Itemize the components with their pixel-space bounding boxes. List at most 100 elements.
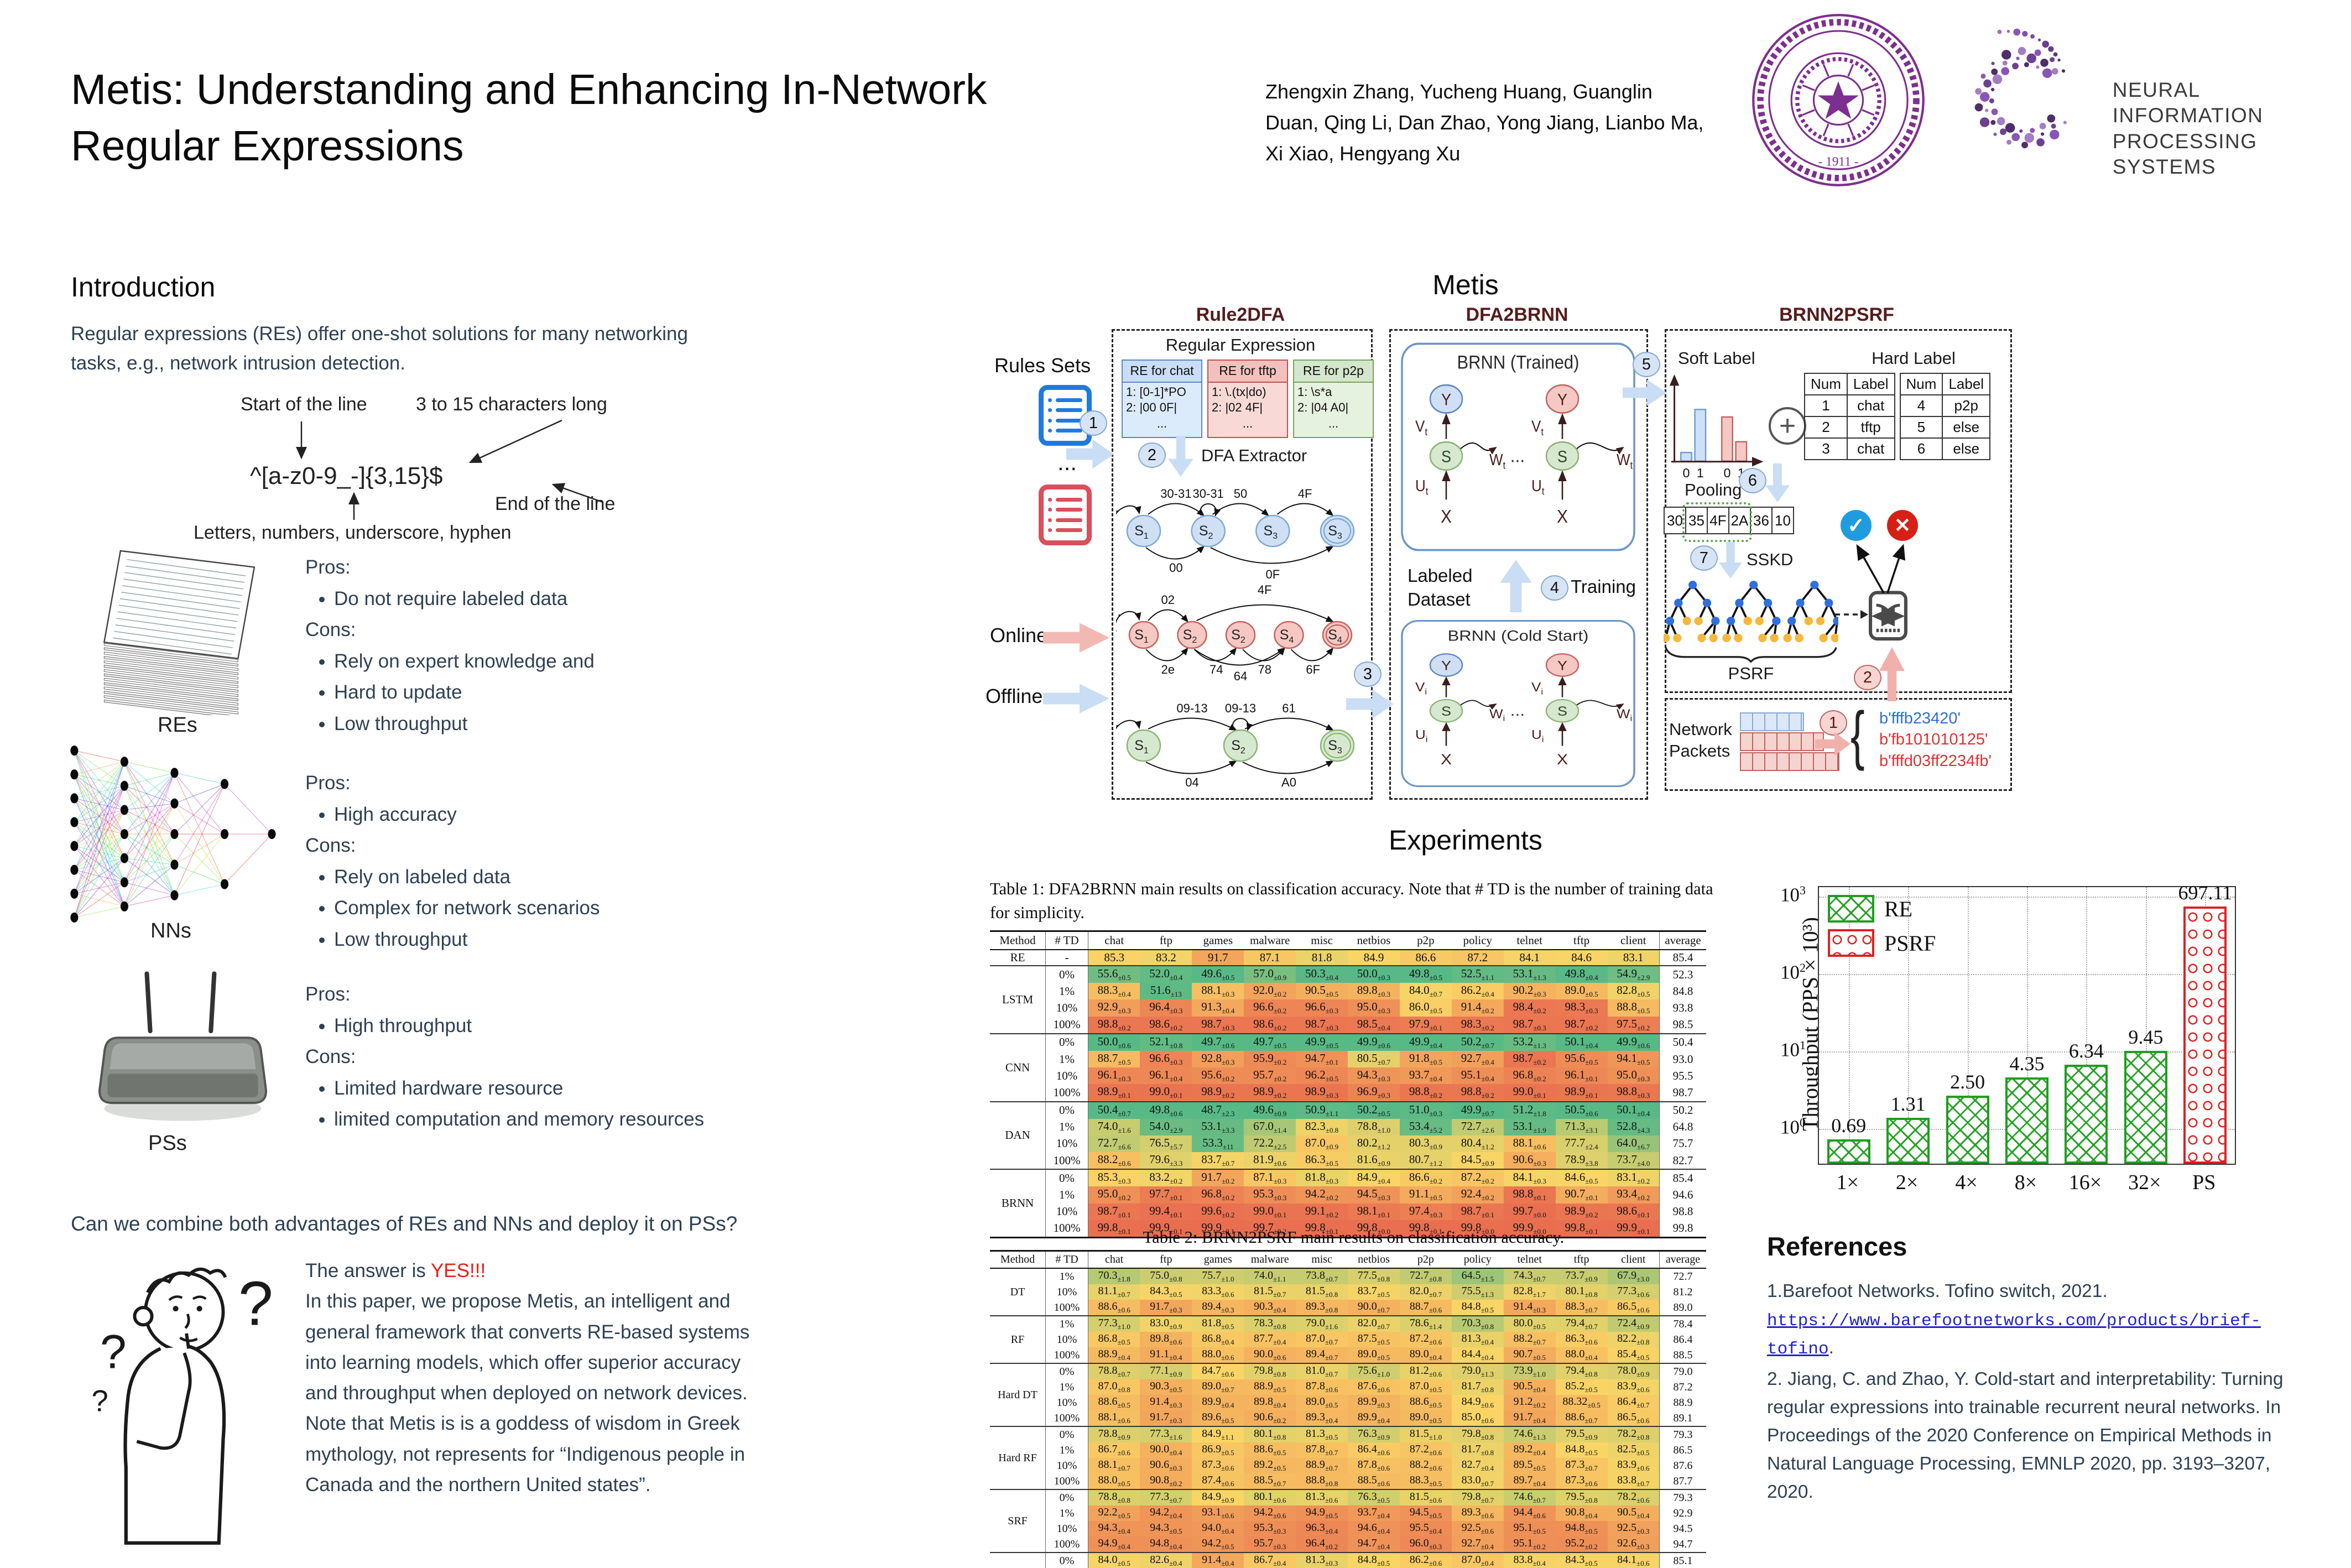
col-header: ftp	[1140, 931, 1192, 950]
value-cell: 49.7±0.6	[1192, 1033, 1244, 1051]
table1-caption: Table 1: DFA2BRNN main results on classi…	[990, 879, 1713, 922]
brnn-trained: BRNN (Trained) Y Vt S Ut X Wt Y Vt S Ut X Wt...	[1399, 341, 1637, 556]
value-cell: 84.8±0.5	[1451, 1300, 1504, 1316]
hard-label-table: Num Label 1 chat 2 tftp 3 chat	[1804, 373, 1895, 460]
intro-paragraph: Regular expressions (REs) offer one-shot…	[71, 323, 688, 374]
legend-swatch-RE	[1828, 895, 1874, 923]
value-cell: 88.2±0.6	[1088, 1152, 1140, 1170]
value-cell: 84.0±0.7	[1399, 983, 1452, 1000]
avg-cell: 99.8	[1659, 1220, 1706, 1238]
value-cell: 57.0±0.9	[1244, 965, 1296, 983]
value-cell: 88.8±0.8	[1296, 1473, 1348, 1489]
re-table-body: 1: \.(tx|do) 2: |02 4F|...	[1208, 382, 1287, 437]
table-row: 10% 92.9±0.3 96.4±0.3 91.3±0.4 96.6±0.2 96.6±…	[990, 999, 1706, 1017]
table-row: 10% 88.6±0.5 91.4±0.3 89.9±0.4 89.8±0.4 89.0±…	[990, 1395, 1706, 1410]
value-cell: 77.5±0.8	[1348, 1268, 1400, 1284]
value-cell: 90.8±0.2	[1140, 1473, 1192, 1489]
hl-cell: tftp	[1846, 416, 1895, 439]
value-cell: 75.5±1.3	[1451, 1284, 1504, 1300]
list-bar	[1056, 398, 1082, 403]
avg-cell: 82.7	[1659, 1152, 1706, 1170]
grid-vline	[2145, 887, 2147, 1164]
svg-text:64: 64	[1234, 669, 1247, 683]
x-tick: 2×	[1895, 1171, 1919, 1194]
td-cell: 100%	[1045, 1536, 1088, 1553]
value-cell: 92.7±0.4	[1451, 1536, 1504, 1553]
avg-cell: 72.7	[1659, 1268, 1706, 1284]
value-cell: 84.0±0.5	[1088, 1552, 1140, 1568]
bar-value: 1.31	[1890, 1093, 1926, 1115]
value-cell: 89.9±0.4	[1348, 1410, 1400, 1426]
table-row: 1% 88.3±0.4 51.6±13 88.1±0.3 92.0±0.2 90.5±0.…	[990, 983, 1706, 1000]
value-cell: 91.4±0.3	[1140, 1395, 1192, 1410]
value-cell: 94.9±0.4	[1088, 1536, 1140, 1553]
svg-text:00: 00	[1169, 561, 1182, 575]
value-cell: 81.8±0.5	[1192, 1315, 1244, 1332]
value-cell: 81.3±0.3	[1296, 1552, 1348, 1568]
regex-pattern: ^[a-z0-9_-]{3,15}$	[250, 462, 443, 489]
list-bar	[1056, 428, 1082, 433]
online-label: Online	[990, 624, 1048, 647]
value-cell: 98.6±0.2	[1244, 1016, 1296, 1034]
value-cell: 88.3±0.7	[1555, 1300, 1608, 1316]
svg-text:S2: S2	[1183, 627, 1197, 645]
authors-line: Zhengxin Zhang, Yucheng Huang, Guanglin	[1265, 80, 1653, 103]
x-tick: 1×	[1836, 1171, 1859, 1194]
network-packets-box	[1665, 698, 2012, 791]
legend-label: RE	[1884, 896, 1913, 921]
value-cell: 49.9±0.4	[1399, 1033, 1452, 1051]
avg-cell: 86.4	[1659, 1332, 1706, 1347]
value-cell: 79.4±0.7	[1555, 1315, 1608, 1332]
svg-text:09-13: 09-13	[1225, 701, 1256, 715]
col-header: games	[1192, 931, 1244, 950]
value-cell: 99.8±0.1	[1088, 1220, 1140, 1238]
value-cell: 87.1	[1244, 950, 1296, 966]
td-cell: 100%	[1045, 1220, 1088, 1238]
pros-item: Do not require labeled data	[334, 585, 803, 614]
offline-label: Offline	[986, 685, 1043, 707]
value-cell: 86.4±0.7	[1607, 1395, 1660, 1410]
value-cell: 94.2±0.6	[1244, 1506, 1296, 1521]
value-cell: 96.0±0.3	[1399, 1536, 1452, 1553]
y-tick: 103	[1780, 883, 1806, 906]
re-line: 2: |04 A0|	[1297, 400, 1349, 415]
value-cell: 98.9±0.3	[1296, 1084, 1348, 1102]
value-cell: 86.5±0.6	[1607, 1300, 1660, 1316]
value-cell: 96.1±0.1	[1555, 1067, 1608, 1085]
value-cell: 89.8±0.6	[1140, 1332, 1192, 1347]
answer-line: The answer is YES!!!	[305, 1260, 486, 1282]
list-dot	[1048, 528, 1052, 532]
re-line: 2: |00 0F|	[1126, 400, 1177, 415]
svg-text:0: 0	[1724, 466, 1731, 480]
hl-header-row: Num Label	[1804, 373, 1895, 395]
value-cell: 82.0±0.7	[1348, 1315, 1400, 1332]
value-cell: 52.8±4.3	[1607, 1118, 1660, 1135]
value-cell: 91.2±0.2	[1503, 1395, 1556, 1410]
chart-bar-1×	[1827, 1139, 1870, 1164]
table-head: Method # TD chat ftp games malware misc netbios…	[990, 931, 1706, 950]
legend-swatch-PSRF	[1828, 929, 1874, 957]
value-cell: 97.5±0.2	[1607, 1016, 1660, 1034]
td-cell: 100%	[1045, 1016, 1088, 1034]
value-cell: 89.0±0.5	[1348, 1347, 1400, 1363]
value-cell: 88.32±0.5	[1555, 1395, 1608, 1410]
avg-cell: 50.2	[1659, 1101, 1706, 1119]
value-cell: 96.1±0.4	[1140, 1067, 1192, 1085]
value-cell: 88.9±0.4	[1088, 1347, 1140, 1363]
reference-link[interactable]: https://www.barefootnetworks.com/product…	[1767, 1311, 2261, 1359]
svg-text:.: .	[1117, 602, 1122, 619]
td-cell: 10%	[1045, 1395, 1088, 1410]
svg-text:Y: Y	[1557, 390, 1567, 409]
re-table-red: RE for tftp 1: \.(tx|do) 2: |02 4F|...	[1207, 360, 1288, 438]
value-cell: 98.9±0.1	[1088, 1084, 1140, 1102]
rules-sets-label: Rules Sets	[994, 354, 1091, 377]
svg-text:30-31: 30-31	[1193, 487, 1224, 501]
value-cell: 96.1±0.3	[1088, 1067, 1140, 1085]
value-cell: 80.1±0.6	[1244, 1489, 1296, 1506]
value-cell: 78.0±0.9	[1607, 1363, 1660, 1379]
value-cell: 88.0±0.5	[1088, 1473, 1140, 1489]
method-cell: Hard RF	[990, 1426, 1046, 1489]
list-line	[1048, 508, 1082, 512]
value-cell: 81.5±0.8	[1296, 1284, 1348, 1300]
